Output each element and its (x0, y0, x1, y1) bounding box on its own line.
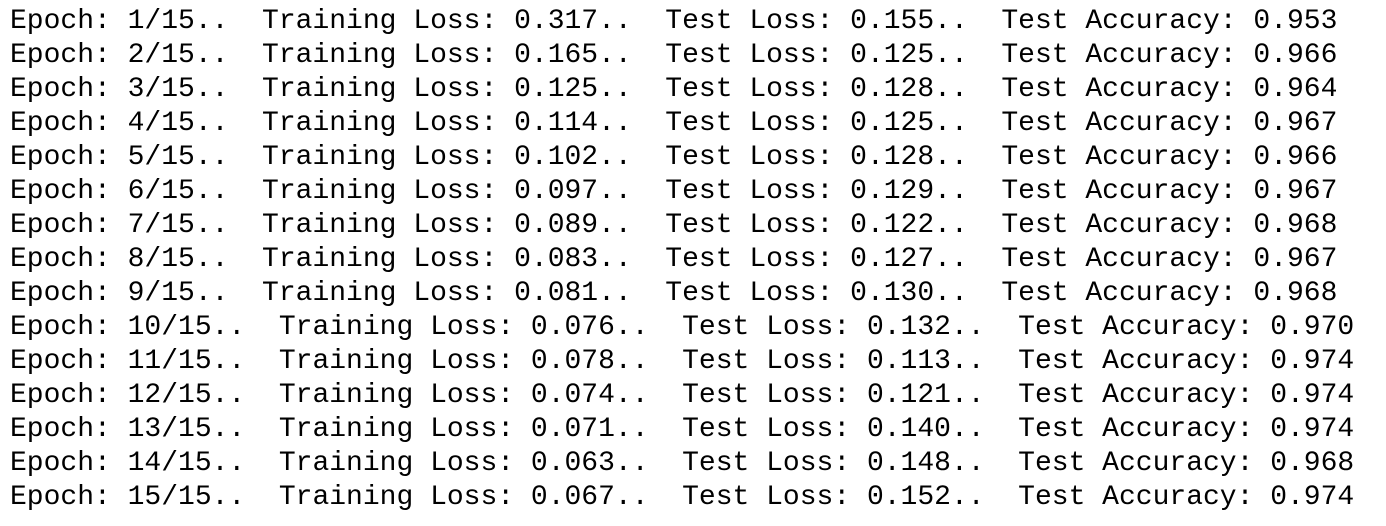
log-line: Epoch: 1/15.. Training Loss: 0.317.. Tes… (10, 6, 1338, 37)
log-line: Epoch: 8/15.. Training Loss: 0.083.. Tes… (10, 244, 1338, 275)
log-line: Epoch: 10/15.. Training Loss: 0.076.. Te… (10, 312, 1355, 343)
log-line: Epoch: 6/15.. Training Loss: 0.097.. Tes… (10, 176, 1338, 207)
log-line: Epoch: 11/15.. Training Loss: 0.078.. Te… (10, 346, 1355, 377)
log-line: Epoch: 4/15.. Training Loss: 0.114.. Tes… (10, 108, 1338, 139)
log-line: Epoch: 15/15.. Training Loss: 0.067.. Te… (10, 482, 1355, 513)
log-line: Epoch: 3/15.. Training Loss: 0.125.. Tes… (10, 74, 1338, 105)
log-line: Epoch: 13/15.. Training Loss: 0.071.. Te… (10, 414, 1355, 445)
log-line: Epoch: 12/15.. Training Loss: 0.074.. Te… (10, 380, 1355, 411)
log-line: Epoch: 9/15.. Training Loss: 0.081.. Tes… (10, 278, 1338, 309)
log-line: Epoch: 5/15.. Training Loss: 0.102.. Tes… (10, 142, 1338, 173)
log-line: Epoch: 2/15.. Training Loss: 0.165.. Tes… (10, 40, 1338, 71)
log-line: Epoch: 7/15.. Training Loss: 0.089.. Tes… (10, 210, 1338, 241)
log-line: Epoch: 14/15.. Training Loss: 0.063.. Te… (10, 448, 1355, 479)
